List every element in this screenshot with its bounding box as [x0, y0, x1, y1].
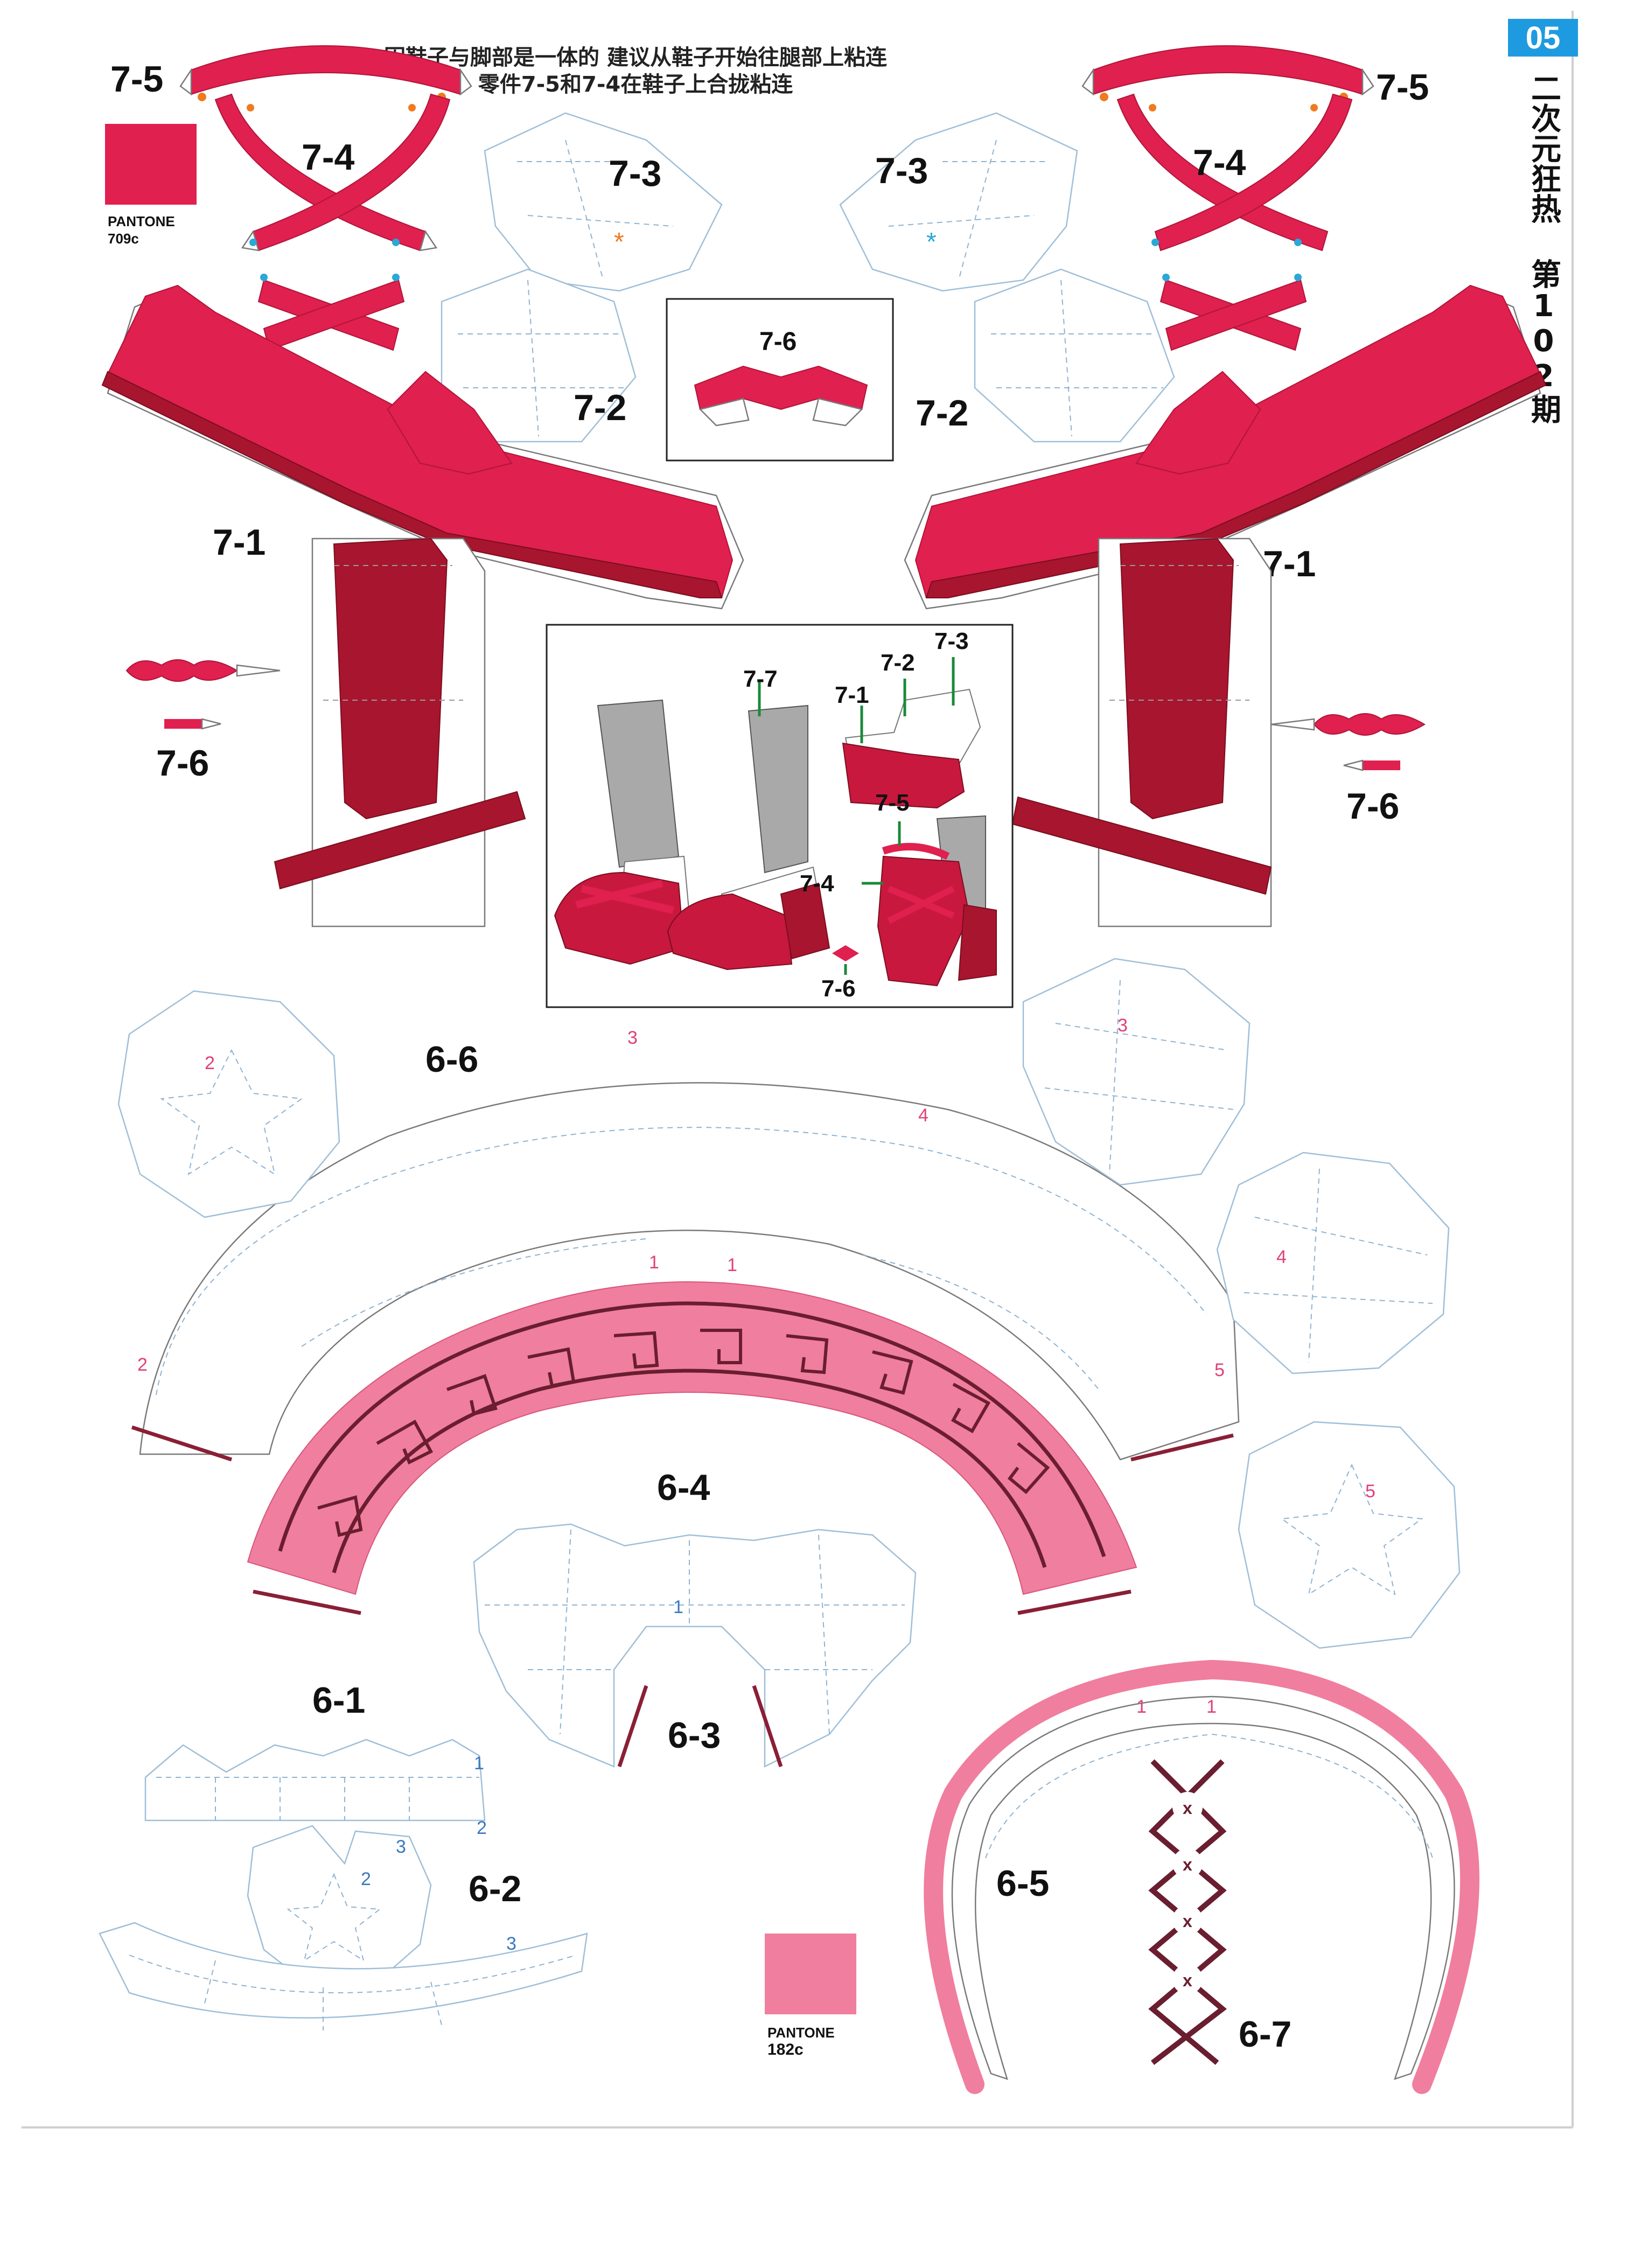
- part-7-6-left-label: 7-6: [156, 743, 209, 784]
- part-7-6-center-label: 7-6: [759, 327, 797, 356]
- glue-num-5-disc: 5: [1365, 1481, 1375, 1502]
- diagram-label-7-2: 7-2: [881, 650, 915, 676]
- part-7-1-right-label: 7-1: [1263, 543, 1316, 584]
- swatch-color: [105, 124, 197, 205]
- pantone-swatch-709c: PANTONE 709c: [105, 124, 197, 247]
- diagram-label-7-7: 7-7: [743, 666, 778, 692]
- glue-num-2-61: 2: [477, 1818, 487, 1838]
- star-disc-2: 2: [117, 990, 340, 1218]
- lace-x-2: x: [1183, 1855, 1192, 1874]
- page-number-badge: 05: [1508, 19, 1578, 57]
- part-6-7: x x x x 6-7: [1148, 1759, 1291, 2065]
- part-7-3-left: * 7-3: [484, 112, 723, 292]
- part-7-1-left-leg: [274, 538, 526, 927]
- part-6-4-label: 6-4: [657, 1467, 710, 1508]
- part-7-3-right: * 7-3: [839, 112, 1078, 292]
- glue-num-5: 5: [1214, 1360, 1225, 1380]
- swatch-code-2: 182c: [767, 2041, 804, 2058]
- part-6-4: 1 1 6-4: [247, 1252, 1137, 1615]
- net-4-right: 4: [1216, 1152, 1450, 1374]
- swatch-brand-2: PANTONE: [767, 2025, 835, 2041]
- glue-num-1-65b: 1: [1206, 1697, 1217, 1717]
- part-6-7-label: 6-7: [1239, 2014, 1291, 2055]
- part-6-2: 3 2 3 6-2: [99, 1825, 588, 2030]
- part-7-1-left: 7-1: [101, 284, 744, 610]
- part-6-6: 3 4 2 5 6-6: [131, 1028, 1240, 1462]
- diagram-label-7-6: 7-6: [821, 975, 856, 1002]
- lace-x-4: x: [1183, 1971, 1192, 1990]
- part-7-2-left-label: 7-2: [574, 387, 626, 428]
- part-7-6-right-label: 7-6: [1346, 786, 1399, 827]
- glue-num-2-disc: 2: [205, 1053, 215, 1073]
- part-7-6-center-box: 7-6: [666, 298, 894, 462]
- part-6-1-label: 6-1: [312, 1680, 365, 1721]
- part-7-4-left: 7-4: [214, 93, 451, 351]
- glue-num-1-65a: 1: [1136, 1697, 1147, 1717]
- diagram-label-7-3: 7-3: [934, 628, 969, 654]
- part-7-3-right-label: 7-3: [875, 150, 928, 191]
- part-6-3: 1 6-3: [473, 1523, 917, 1768]
- glue-num-4-right: 4: [1276, 1247, 1287, 1267]
- glue-num-2-62: 2: [361, 1869, 371, 1889]
- glue-num-1-61: 1: [474, 1753, 484, 1774]
- part-6-5-label: 6-5: [996, 1863, 1049, 1904]
- swatch-brand: PANTONE: [108, 213, 175, 229]
- glue-star-left: *: [614, 228, 624, 256]
- net-3-right: 3: [1022, 958, 1251, 1186]
- part-7-1-right-leg: [1011, 538, 1272, 927]
- swatch-code: 709c: [108, 231, 139, 247]
- part-6-3-label: 6-3: [668, 1715, 721, 1756]
- lace-x-3: x: [1183, 1911, 1192, 1931]
- part-7-4-left-label: 7-4: [302, 137, 354, 178]
- part-6-6-label: 6-6: [425, 1039, 478, 1080]
- glue-num-3-62: 3: [396, 1837, 406, 1857]
- glue-num-2: 2: [137, 1355, 148, 1375]
- part-7-1-left-label: 7-1: [213, 522, 266, 563]
- part-7-5-left: 7-5: [110, 45, 472, 101]
- part-7-5-left-label: 7-5: [110, 59, 163, 100]
- diagram-label-7-1: 7-1: [835, 682, 869, 708]
- instruction-line-1: 因鞋子与脚部是一体的 建议从鞋子开始往腿部上粘连: [384, 45, 888, 70]
- glue-num-3: 3: [627, 1028, 638, 1048]
- star-disc-5: 5: [1238, 1421, 1461, 1649]
- part-7-6-left: 7-6: [125, 659, 281, 784]
- pantone-swatch-182c: PANTONE 182c: [765, 1934, 856, 2058]
- part-7-4-right-label: 7-4: [1193, 142, 1246, 183]
- glue-num-1-63: 1: [673, 1597, 683, 1617]
- page-frame: [22, 11, 1574, 2129]
- part-7-2-right: 7-2: [916, 268, 1175, 443]
- glue-num-1b: 1: [727, 1255, 737, 1275]
- diagram-label-7-4: 7-4: [800, 870, 834, 897]
- instruction-line-2: 零件7-5和7-4在鞋子上合拢粘连: [478, 72, 794, 97]
- glue-num-3-right: 3: [1118, 1015, 1128, 1036]
- part-6-5: 1 1 6-5: [924, 1659, 1480, 2094]
- glue-star-right: *: [926, 228, 937, 256]
- part-7-6-right: 7-6: [1270, 713, 1426, 827]
- part-6-2-label: 6-2: [469, 1868, 521, 1909]
- assembly-diagram: 7-7 7-1 7-2 7-3 7-5 7-4 7-6: [546, 624, 1014, 1008]
- glue-num-3-strip: 3: [506, 1934, 516, 1954]
- part-6-1: 1 2 6-1: [144, 1680, 487, 1838]
- swatch-color-2: [765, 1934, 856, 2014]
- lace-x-1: x: [1183, 1798, 1192, 1818]
- glue-num-1a: 1: [649, 1252, 659, 1273]
- part-7-4-right: 7-4: [1116, 93, 1353, 351]
- glue-num-4: 4: [918, 1105, 928, 1126]
- part-7-5-right-label: 7-5: [1376, 67, 1429, 108]
- part-7-1-right: 7-1: [904, 284, 1547, 610]
- part-7-5-right: 7-5: [1081, 45, 1429, 108]
- part-7-3-left-label: 7-3: [609, 153, 661, 194]
- part-7-2-right-label: 7-2: [916, 393, 968, 434]
- diagram-label-7-5: 7-5: [875, 790, 910, 816]
- page-number: 05: [1526, 20, 1561, 55]
